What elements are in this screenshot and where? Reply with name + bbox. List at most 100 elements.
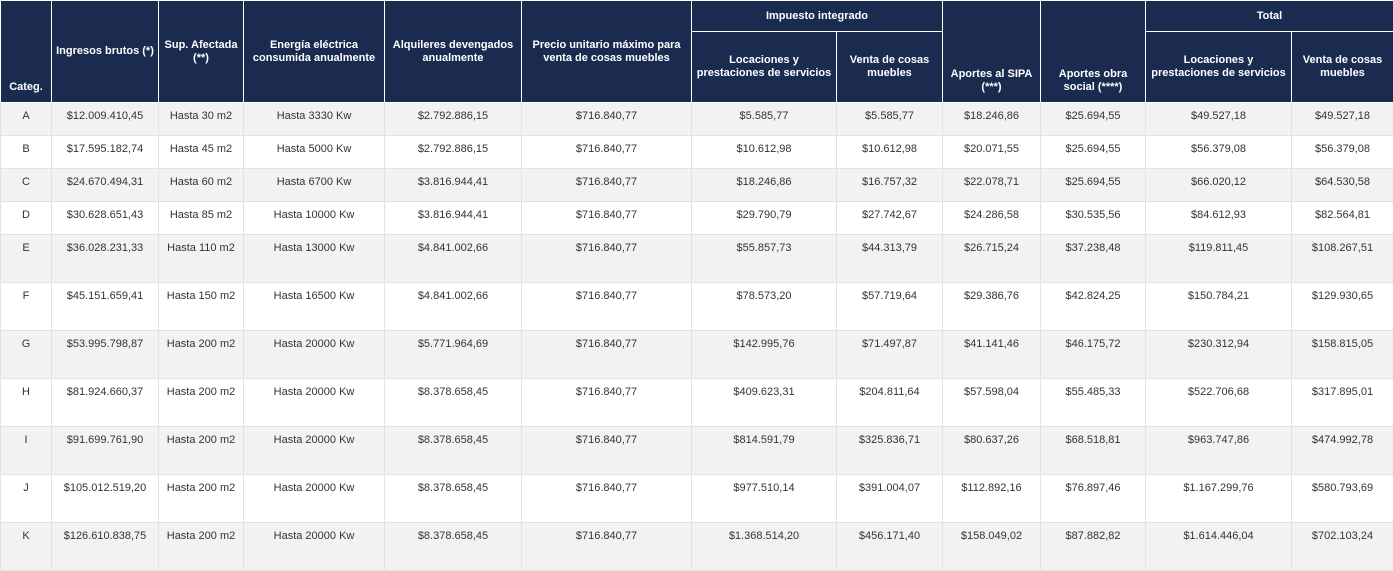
cell-sipa: $29.386,76 [943,283,1041,331]
cell-precio: $716.840,77 [522,235,692,283]
cell-imp-locaciones: $78.573,20 [692,283,837,331]
cell-imp-venta: $456.171,40 [837,523,943,571]
cell-ingresos: $126.610.838,75 [52,523,159,571]
cell-categ: D [1,202,52,235]
cell-sipa: $158.049,02 [943,523,1041,571]
cell-categ: J [1,475,52,523]
cell-superficie: Hasta 200 m2 [159,331,244,379]
cell-total-locaciones: $963.747,86 [1146,427,1292,475]
cell-alquileres: $2.792.886,15 [385,103,522,136]
cell-total-locaciones: $66.020,12 [1146,169,1292,202]
header-imp-venta: Venta de cosas muebles [837,32,943,103]
cell-alquileres: $5.771.964,69 [385,331,522,379]
cell-categ: H [1,379,52,427]
header-total-venta: Venta de cosas muebles [1292,32,1393,103]
cell-obra-social: $68.518,81 [1041,427,1146,475]
table-row: J $105.012.519,20 Hasta 200 m2 Hasta 200… [1,475,1393,523]
table-row: E $36.028.231,33 Hasta 110 m2 Hasta 1300… [1,235,1393,283]
table-row: F $45.151.659,41 Hasta 150 m2 Hasta 1650… [1,283,1393,331]
cell-alquileres: $4.841.002,66 [385,235,522,283]
cell-categ: B [1,136,52,169]
cell-energia: Hasta 20000 Kw [244,331,385,379]
table-row: D $30.628.651,43 Hasta 85 m2 Hasta 10000… [1,202,1393,235]
cell-imp-venta: $71.497,87 [837,331,943,379]
cell-energia: Hasta 3330 Kw [244,103,385,136]
cell-imp-locaciones: $977.510,14 [692,475,837,523]
header-total-locaciones: Locaciones y prestaciones de servicios [1146,32,1292,103]
cell-imp-venta: $27.742,67 [837,202,943,235]
cell-imp-locaciones: $5.585,77 [692,103,837,136]
cell-sipa: $57.598,04 [943,379,1041,427]
cell-ingresos: $30.628.651,43 [52,202,159,235]
cell-precio: $716.840,77 [522,136,692,169]
cell-obra-social: $37.238,48 [1041,235,1146,283]
cell-imp-locaciones: $1.368.514,20 [692,523,837,571]
cell-superficie: Hasta 200 m2 [159,427,244,475]
cell-imp-locaciones: $10.612,98 [692,136,837,169]
cell-imp-venta: $10.612,98 [837,136,943,169]
cell-energia: Hasta 20000 Kw [244,475,385,523]
cell-total-locaciones: $119.811,45 [1146,235,1292,283]
cell-obra-social: $25.694,55 [1041,136,1146,169]
cell-obra-social: $25.694,55 [1041,169,1146,202]
cell-sipa: $80.637,26 [943,427,1041,475]
header-total-group: Total [1146,1,1393,32]
table-row: B $17.595.182,74 Hasta 45 m2 Hasta 5000 … [1,136,1393,169]
cell-superficie: Hasta 85 m2 [159,202,244,235]
header-imp-locaciones: Locaciones y prestaciones de servicios [692,32,837,103]
cell-alquileres: $8.378.658,45 [385,523,522,571]
header-obra-social: Aportes obra social (****) [1041,1,1146,103]
cell-ingresos: $105.012.519,20 [52,475,159,523]
table-row: A $12.009.410,45 Hasta 30 m2 Hasta 3330 … [1,103,1393,136]
header-ingresos: Ingresos brutos (*) [52,1,159,103]
cell-total-venta: $64.530,58 [1292,169,1393,202]
table-row: H $81.924.660,37 Hasta 200 m2 Hasta 2000… [1,379,1393,427]
cell-ingresos: $17.595.182,74 [52,136,159,169]
cell-total-locaciones: $56.379,08 [1146,136,1292,169]
cell-superficie: Hasta 30 m2 [159,103,244,136]
cell-imp-venta: $325.836,71 [837,427,943,475]
cell-categ: E [1,235,52,283]
cell-energia: Hasta 13000 Kw [244,235,385,283]
cell-total-venta: $82.564,81 [1292,202,1393,235]
cell-superficie: Hasta 60 m2 [159,169,244,202]
table-header: Categ. Ingresos brutos (*) Sup. Afectada… [1,1,1393,103]
table-row: K $126.610.838,75 Hasta 200 m2 Hasta 200… [1,523,1393,571]
table-row: G $53.995.798,87 Hasta 200 m2 Hasta 2000… [1,331,1393,379]
cell-total-locaciones: $49.527,18 [1146,103,1292,136]
cell-imp-venta: $16.757,32 [837,169,943,202]
cell-obra-social: $87.882,82 [1041,523,1146,571]
cell-total-locaciones: $84.612,93 [1146,202,1292,235]
cell-alquileres: $8.378.658,45 [385,427,522,475]
cell-sipa: $20.071,55 [943,136,1041,169]
cell-precio: $716.840,77 [522,283,692,331]
cell-categ: K [1,523,52,571]
cell-energia: Hasta 20000 Kw [244,379,385,427]
cell-precio: $716.840,77 [522,379,692,427]
header-sipa: Aportes al SIPA (***) [943,1,1041,103]
cell-imp-venta: $391.004,07 [837,475,943,523]
cell-obra-social: $46.175,72 [1041,331,1146,379]
cell-superficie: Hasta 45 m2 [159,136,244,169]
cell-imp-locaciones: $18.246,86 [692,169,837,202]
cell-alquileres: $2.792.886,15 [385,136,522,169]
cell-superficie: Hasta 200 m2 [159,475,244,523]
cell-ingresos: $53.995.798,87 [52,331,159,379]
cell-imp-venta: $57.719,64 [837,283,943,331]
cell-sipa: $26.715,24 [943,235,1041,283]
cell-precio: $716.840,77 [522,475,692,523]
cell-total-locaciones: $522.706,68 [1146,379,1292,427]
cell-precio: $716.840,77 [522,427,692,475]
cell-alquileres: $8.378.658,45 [385,379,522,427]
cell-precio: $716.840,77 [522,103,692,136]
cell-energia: Hasta 6700 Kw [244,169,385,202]
cell-imp-locaciones: $409.623,31 [692,379,837,427]
cell-sipa: $18.246,86 [943,103,1041,136]
cell-ingresos: $12.009.410,45 [52,103,159,136]
cell-categ: I [1,427,52,475]
table-row: I $91.699.761,90 Hasta 200 m2 Hasta 2000… [1,427,1393,475]
cell-imp-locaciones: $814.591,79 [692,427,837,475]
header-alquileres: Alquileres devengados anualmente [385,1,522,103]
cell-obra-social: $25.694,55 [1041,103,1146,136]
cell-categ: A [1,103,52,136]
